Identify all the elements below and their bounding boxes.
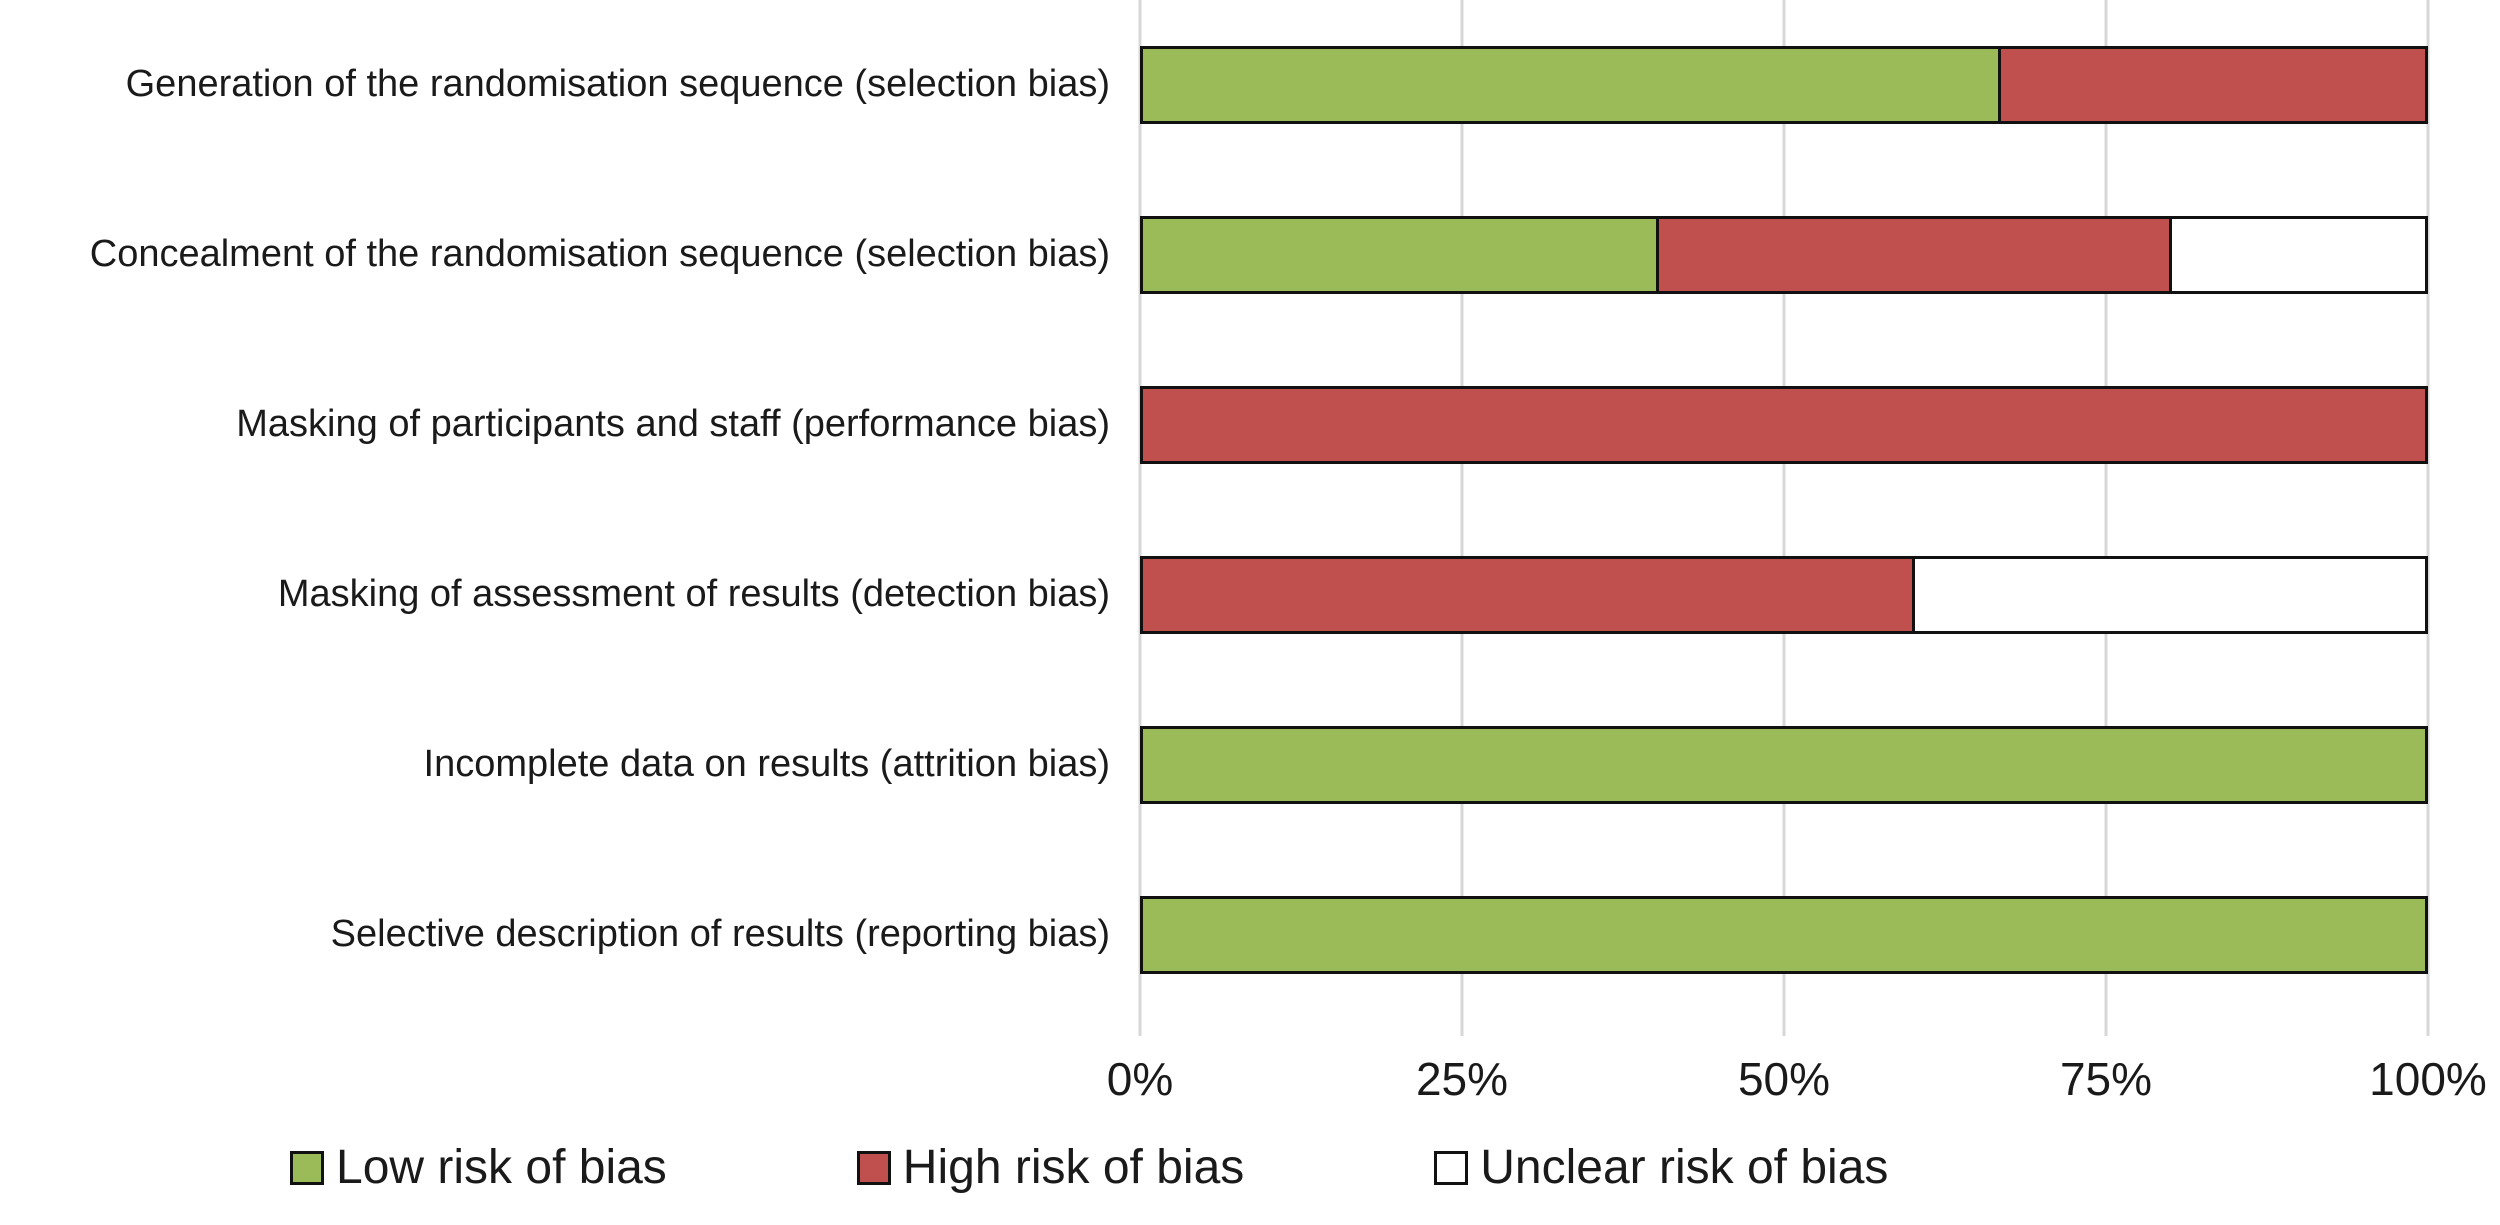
x-axis: 0% 25% 50% 75% 100%	[1107, 1036, 2487, 1122]
gridline	[2426, 0, 2430, 1036]
gridline	[1460, 0, 1464, 1036]
category-label: Selective description of results (report…	[330, 913, 1110, 956]
legend-item: Low risk of bias	[290, 1140, 667, 1195]
legend-swatch-icon	[290, 1150, 324, 1185]
x-tick-label: 100%	[2369, 1053, 2487, 1105]
category-label: Concealment of the randomisation sequenc…	[89, 233, 1110, 276]
legend-item: High risk of bias	[856, 1140, 1245, 1195]
bar-segment	[2168, 219, 2425, 291]
gridline	[1138, 0, 1142, 1036]
chart-row: Incomplete data on results (attrition bi…	[0, 680, 2428, 850]
category-label: Incomplete data on results (attrition bi…	[423, 743, 1110, 786]
bar-segment	[1912, 559, 2425, 631]
legend-label: Low risk of bias	[336, 1141, 667, 1194]
category-label: Masking of participants and staff (perfo…	[236, 403, 1110, 446]
chart-row: Generation of the randomisation sequence…	[0, 0, 2428, 170]
bar-area	[1140, 850, 2428, 1020]
chart-rows: Generation of the randomisation sequence…	[0, 0, 2428, 1020]
legend-swatch-icon	[1434, 1150, 1469, 1185]
bar-area	[1140, 340, 2428, 510]
bar-area	[1140, 680, 2428, 850]
chart-row: Masking of assessment of results (detect…	[0, 510, 2428, 680]
legend-swatch-icon	[856, 1150, 891, 1185]
x-tick-label: 0%	[1106, 1053, 1174, 1105]
legend-item: Unclear risk of bias	[1434, 1140, 1888, 1195]
stacked-bar	[1140, 386, 2428, 464]
bar-area	[1140, 510, 2428, 680]
bar-segment	[1143, 49, 1999, 121]
bar-segment	[1143, 219, 1656, 291]
x-tick-label: 25%	[1415, 1053, 1509, 1105]
bar-segment	[1143, 899, 2425, 971]
category-label: Masking of assessment of results (detect…	[277, 573, 1110, 616]
stacked-bar	[1140, 896, 2428, 974]
bar-segment	[1998, 49, 2425, 121]
legend-label: Unclear risk of bias	[1480, 1141, 1889, 1194]
bar-segment	[1143, 729, 2425, 801]
stacked-bar	[1140, 556, 2428, 634]
gridline	[2104, 0, 2108, 1036]
chart-row: Selective description of results (report…	[0, 850, 2428, 1020]
gridline	[1782, 0, 1786, 1036]
legend-label: High risk of bias	[902, 1141, 1245, 1194]
bar-area	[1140, 0, 2428, 170]
bar-segment	[1143, 389, 2425, 461]
x-tick-label: 50%	[1737, 1053, 1831, 1105]
stacked-bar	[1140, 216, 2428, 294]
chart-row: Masking of participants and staff (perfo…	[0, 340, 2428, 510]
stacked-bar	[1140, 726, 2428, 804]
chart-row: Concealment of the randomisation sequenc…	[0, 170, 2428, 340]
category-label: Generation of the randomisation sequence…	[125, 63, 1110, 106]
bar-segment	[1655, 219, 2169, 291]
bar-segment	[1143, 559, 1913, 631]
bar-area	[1140, 170, 2428, 340]
plot-gridlines	[1138, 0, 2430, 1036]
legend: Low risk of bias High risk of bias Unclear…	[290, 1140, 1888, 1195]
x-tick-label: 75%	[2059, 1053, 2153, 1105]
stacked-bar	[1140, 46, 2428, 124]
